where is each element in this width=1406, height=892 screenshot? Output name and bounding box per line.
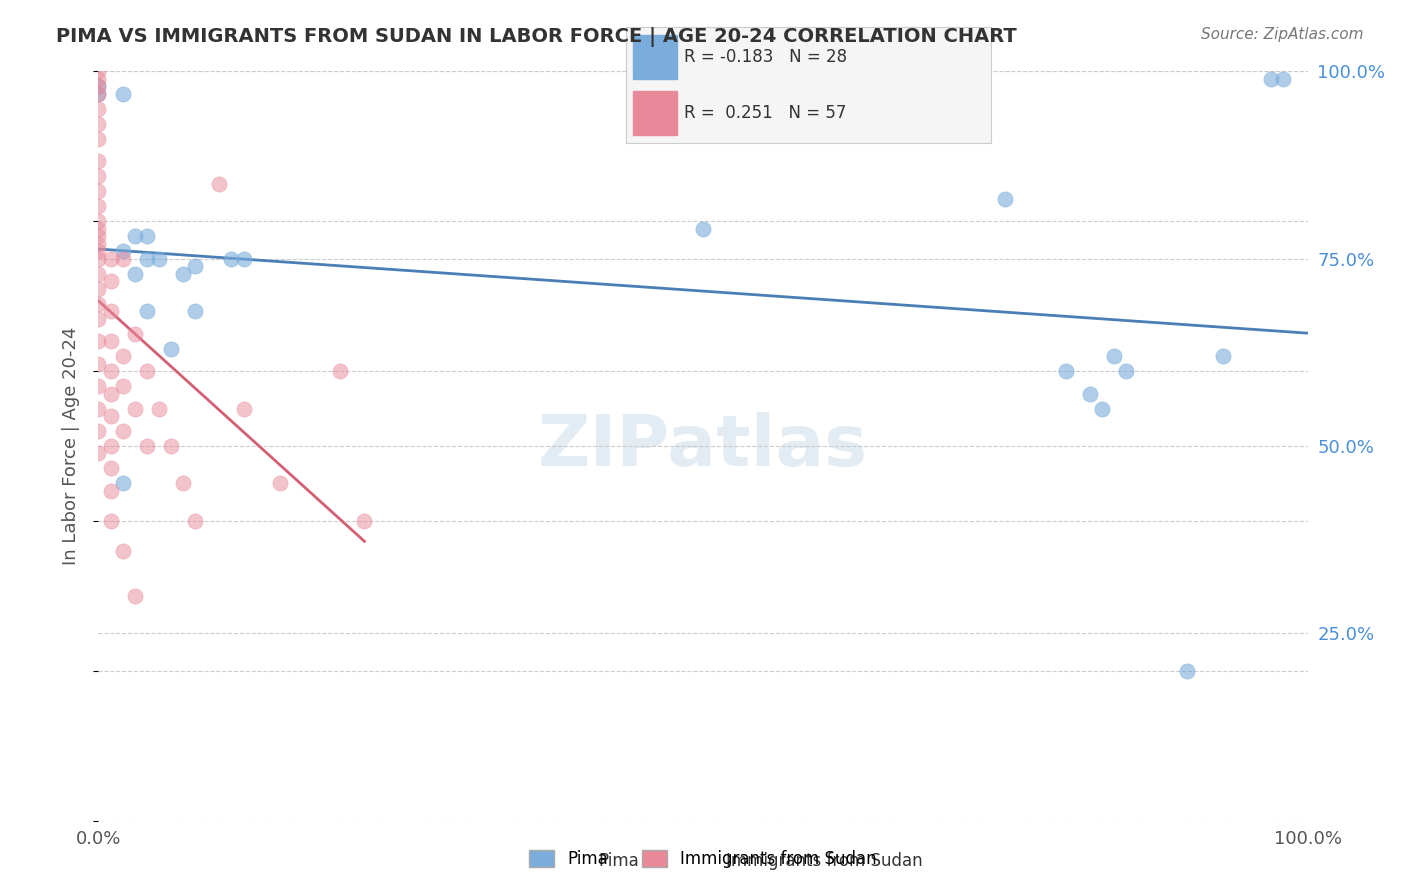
Point [172, 267, 194, 281]
Bar [633, 91, 676, 135]
Point [87, 184, 110, 198]
Text: ZIPatlas: ZIPatlas [538, 411, 868, 481]
Point [87, 267, 110, 281]
Point [87, 102, 110, 116]
Point [111, 252, 134, 266]
Point [87, 401, 110, 416]
Point [1212, 349, 1234, 363]
Point [1115, 364, 1137, 378]
Point [111, 379, 134, 393]
Point [232, 252, 254, 266]
Text: R = -0.183   N = 28: R = -0.183 N = 28 [685, 48, 848, 66]
Point [87, 117, 110, 131]
Text: R =  0.251   N = 57: R = 0.251 N = 57 [685, 103, 846, 121]
Point [124, 589, 146, 603]
Point [87, 296, 110, 310]
Y-axis label: In Labor Force | Age 20-24: In Labor Force | Age 20-24 [62, 326, 80, 566]
Point [87, 79, 110, 94]
Point [221, 252, 243, 266]
Point [87, 379, 110, 393]
Point [87, 71, 110, 86]
Point [100, 364, 122, 378]
Point [111, 544, 134, 558]
Point [111, 476, 134, 491]
Point [160, 439, 183, 453]
Point [87, 244, 110, 259]
Point [100, 514, 122, 528]
Point [329, 364, 352, 378]
Point [124, 229, 146, 244]
Point [208, 177, 231, 191]
Point [184, 304, 207, 318]
Text: PIMA VS IMMIGRANTS FROM SUDAN IN LABOR FORCE | AGE 20-24 CORRELATION CHART: PIMA VS IMMIGRANTS FROM SUDAN IN LABOR F… [56, 27, 1017, 46]
Point [87, 229, 110, 244]
Point [87, 311, 110, 326]
Text: Source: ZipAtlas.com: Source: ZipAtlas.com [1201, 27, 1364, 42]
Point [100, 252, 122, 266]
Point [87, 169, 110, 184]
Point [148, 401, 170, 416]
Point [172, 476, 194, 491]
Point [1078, 386, 1101, 401]
Point [160, 342, 183, 356]
Point [87, 199, 110, 213]
Point [1054, 364, 1077, 378]
Point [111, 87, 134, 101]
Bar [633, 35, 676, 79]
Point [1272, 71, 1295, 86]
Point [111, 424, 134, 438]
Point [124, 326, 146, 341]
Point [1102, 349, 1125, 363]
Point [269, 476, 291, 491]
Point [1091, 401, 1114, 416]
Point [135, 304, 157, 318]
Point [87, 87, 110, 101]
Point [87, 214, 110, 228]
Point [87, 357, 110, 371]
Point [148, 252, 170, 266]
Legend: Pima, Immigrants from Sudan: Pima, Immigrants from Sudan [523, 843, 883, 875]
Point [692, 221, 714, 235]
Point [124, 267, 146, 281]
Point [87, 221, 110, 235]
Point [100, 386, 122, 401]
Point [87, 87, 110, 101]
Point [135, 229, 157, 244]
Point [135, 439, 157, 453]
Point [1260, 71, 1282, 86]
Point [87, 334, 110, 348]
Point [184, 514, 207, 528]
Point [87, 64, 110, 78]
Point [100, 334, 122, 348]
Point [124, 401, 146, 416]
Point [87, 154, 110, 169]
Point [87, 252, 110, 266]
Point [87, 282, 110, 296]
Point [100, 304, 122, 318]
Point [1175, 664, 1198, 678]
Point [184, 259, 207, 273]
Point [87, 79, 110, 94]
Point [87, 424, 110, 438]
Point [994, 192, 1017, 206]
Point [135, 364, 157, 378]
Text: Immigrants from Sudan: Immigrants from Sudan [725, 852, 922, 870]
Point [100, 409, 122, 423]
Point [232, 401, 254, 416]
Text: Pima: Pima [598, 852, 638, 870]
Point [100, 483, 122, 498]
Point [135, 252, 157, 266]
Point [111, 349, 134, 363]
Point [100, 461, 122, 475]
Point [111, 244, 134, 259]
Point [353, 514, 375, 528]
Point [87, 446, 110, 460]
Point [100, 439, 122, 453]
Point [87, 132, 110, 146]
Point [87, 236, 110, 251]
Point [100, 274, 122, 288]
